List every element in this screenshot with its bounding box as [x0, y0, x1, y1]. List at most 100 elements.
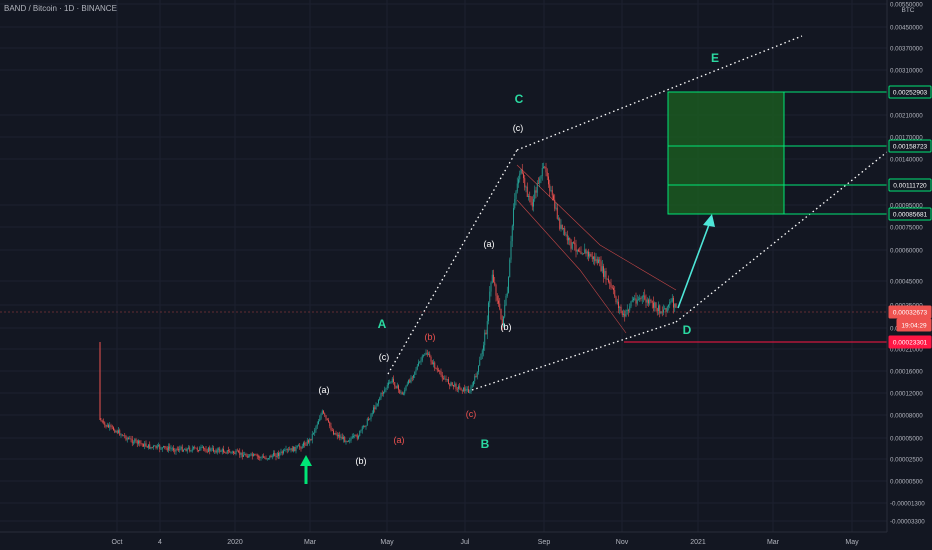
- candle-body: [128, 438, 129, 439]
- candle-body: [479, 359, 481, 366]
- candle-body: [411, 377, 413, 379]
- candle-body: [484, 332, 486, 346]
- candle-body: [605, 271, 607, 280]
- candle-body: [299, 445, 301, 448]
- wave-label-c: C: [515, 92, 524, 106]
- price-tick-label: 0.00060000: [890, 248, 923, 255]
- candle-body: [639, 297, 641, 300]
- candle-body: [134, 439, 136, 443]
- candle-body: [568, 237, 569, 241]
- candle-body: [345, 441, 347, 443]
- candle-body: [180, 446, 182, 449]
- candle-body: [154, 445, 156, 447]
- price-tag-text: 0.00085681: [893, 212, 928, 219]
- candle-body: [140, 443, 142, 444]
- candle-body: [408, 380, 409, 384]
- candle-body: [609, 281, 611, 284]
- candle-body: [416, 365, 418, 370]
- candle-body: [619, 306, 621, 309]
- trendline-a-c: [387, 149, 518, 375]
- price-tags: 0.00252903 0.00158723 0.00111720 0.00085681…: [888, 85, 932, 349]
- candle-body: [506, 292, 508, 297]
- time-axis[interactable]: Oct 4 2020 Mar May Jul Sep Nov 2021 Mar May: [0, 531, 932, 550]
- candle-body: [490, 282, 492, 292]
- candle-body: [674, 303, 676, 308]
- candle-body: [203, 446, 204, 449]
- candle-body: [388, 382, 389, 386]
- candle-body: [213, 448, 214, 452]
- candle-body: [583, 253, 584, 255]
- candle-body: [160, 448, 162, 450]
- candle-body: [473, 381, 474, 386]
- candle-body: [571, 242, 573, 249]
- candle-body: [399, 389, 401, 393]
- candle-body: [463, 387, 464, 392]
- candle-body: [328, 419, 329, 422]
- candle-body: [363, 426, 364, 428]
- price-tag-text: 0.00158723: [893, 144, 928, 151]
- candle-body: [280, 451, 282, 454]
- candle-body: [523, 173, 524, 179]
- candle-body: [649, 299, 651, 304]
- candle-body: [483, 345, 484, 351]
- candle-body: [323, 410, 324, 414]
- candle-body: [476, 371, 478, 378]
- candle-body: [561, 224, 563, 230]
- candle-body: [621, 310, 623, 315]
- candle-body: [504, 305, 506, 317]
- price-tag-text: 0.00111720: [893, 183, 927, 190]
- candle-body: [331, 430, 333, 431]
- candle-body: [218, 448, 219, 450]
- candle-body: [101, 421, 103, 423]
- candle-body: [159, 445, 161, 449]
- candle-body: [191, 448, 193, 451]
- candle-body: [176, 448, 178, 450]
- candle-body: [486, 321, 488, 335]
- price-tick-label: 0.00450000: [890, 25, 923, 32]
- candle-body: [469, 392, 471, 393]
- candle-body: [330, 426, 332, 431]
- price-tag-text: 0.00032673: [893, 310, 928, 317]
- candle-body: [136, 440, 138, 444]
- candle-body: [398, 385, 399, 390]
- candle-body: [425, 352, 427, 355]
- candle-body: [494, 281, 496, 285]
- candle-body: [391, 378, 393, 382]
- subwave-b1: (b): [356, 456, 367, 466]
- candle-body: [445, 378, 447, 380]
- candle-body: [273, 453, 274, 456]
- candle-body: [235, 450, 237, 454]
- candle-body: [465, 389, 467, 392]
- candle-body: [663, 309, 664, 313]
- candle-body: [175, 448, 177, 452]
- candle-body: [395, 386, 397, 389]
- candle-body: [229, 450, 231, 453]
- candle-body: [403, 393, 404, 395]
- wedge-upper: [516, 164, 677, 291]
- candle-body: [274, 453, 276, 457]
- candle-body: [344, 436, 346, 443]
- candle-body: [353, 436, 354, 437]
- wave-label-e: E: [711, 51, 719, 65]
- symbol-interval: 1D: [64, 4, 75, 13]
- candle-body: [601, 266, 603, 272]
- candle-body: [114, 430, 116, 433]
- candle-body: [123, 435, 124, 437]
- time-tick-label: Oct: [112, 539, 123, 546]
- candle-body: [310, 438, 312, 440]
- candle-body: [460, 387, 462, 391]
- candle-body: [361, 426, 363, 431]
- candle-body: [658, 305, 659, 311]
- candle-body: [514, 199, 516, 209]
- candle-body: [493, 274, 494, 282]
- candle-body: [279, 453, 281, 456]
- candle-body: [603, 266, 604, 277]
- candle-body: [204, 448, 206, 450]
- candle-body: [560, 224, 562, 229]
- candle-body: [628, 309, 629, 311]
- candle-body: [211, 448, 213, 450]
- candle-body: [188, 447, 189, 449]
- candle-body: [243, 455, 244, 457]
